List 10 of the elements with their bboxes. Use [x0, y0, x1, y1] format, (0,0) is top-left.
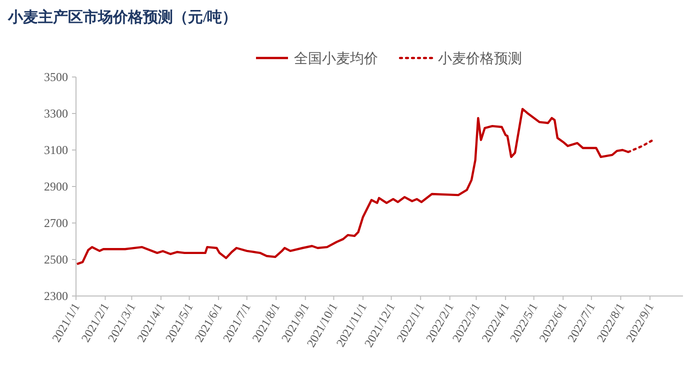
y-tick-label: 3500 [44, 70, 68, 84]
y-tick-label: 2700 [44, 216, 68, 230]
legend-label: 全国小麦均价 [294, 51, 378, 67]
y-tick-label: 3100 [44, 143, 68, 157]
legend-label: 小麦价格预测 [438, 51, 522, 67]
y-tick-label: 3300 [44, 106, 68, 120]
y-tick-label: 2300 [44, 289, 68, 303]
chart-title: 小麦主产区市场价格预测（元/吨） [7, 8, 238, 26]
y-tick-label: 2900 [44, 180, 68, 194]
y-tick-label: 2500 [44, 252, 68, 266]
